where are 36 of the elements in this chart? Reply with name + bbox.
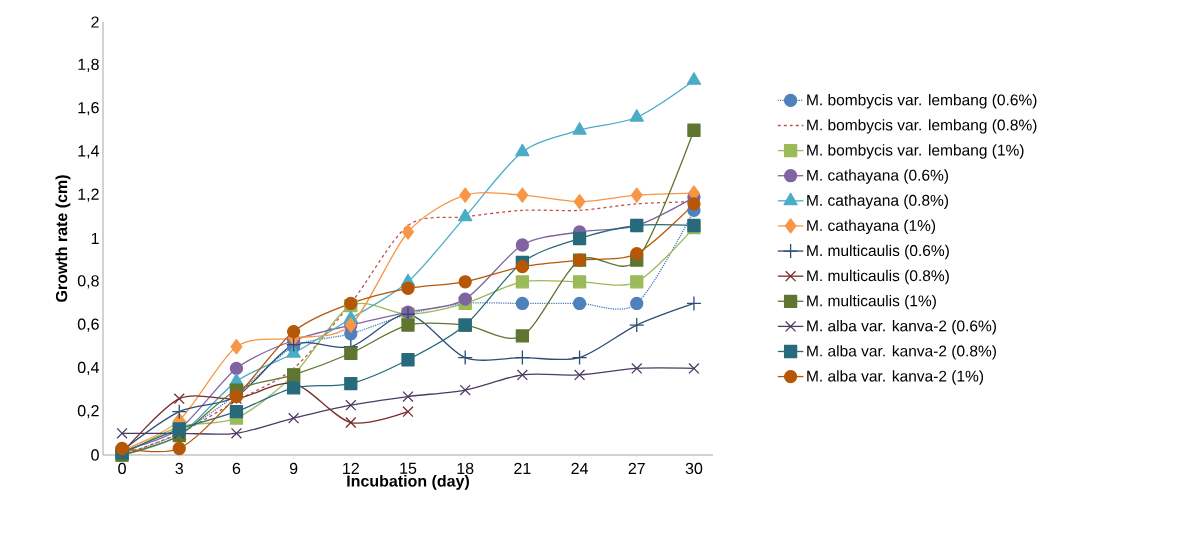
legend-label: M. multicaulis (0.8%) — [807, 269, 949, 285]
legend-label: M. cathayana (0.8%) — [807, 194, 949, 209]
y-tick-label: 0 — [91, 449, 99, 461]
y-tick-label: 0,8 — [77, 275, 99, 289]
x-tick-label: 27 — [628, 462, 645, 474]
y-tick-label: 1,6 — [78, 101, 99, 116]
x-tick-label: 30 — [685, 462, 703, 475]
y-tick-label: 0,6 — [77, 318, 99, 332]
x-tick-label: 6 — [232, 462, 241, 475]
y-tick-label: 2 — [91, 16, 99, 28]
legend-label: M. alba var. kanva-2 (1%) — [807, 370, 984, 385]
y-tick-label: 0,4 — [77, 361, 100, 376]
legend-label: M. bombycis var. lembang (0.8%) — [807, 119, 1037, 134]
x-tick-label: 0 — [118, 462, 126, 475]
y-tick-label: 1,2 — [78, 188, 99, 202]
legend-label: M. alba var. kanva-2 (0.6%) — [807, 320, 996, 335]
y-tick-label: 0,2 — [77, 405, 99, 419]
x-axis-title: Incubation (day) — [347, 474, 469, 490]
x-tick-label: 18 — [457, 462, 474, 475]
legend-label: M. multicaulis (1%) — [807, 294, 936, 310]
legend-label: M. bombycis var. lembang (0.6%) — [807, 94, 1037, 109]
y-axis-title: Growth rate (cm) — [55, 175, 71, 302]
legend-label: M. cathayana (0.6%) — [807, 169, 949, 184]
legend-label: M. cathayana (1%) — [807, 219, 936, 235]
y-tick-label: 1 — [91, 232, 99, 244]
legend-label: M. bombycis var. lembang (1%) — [807, 144, 1024, 159]
x-tick-label: 12 — [343, 462, 359, 474]
x-tick-label: 15 — [400, 462, 417, 474]
x-tick-label: 9 — [289, 462, 298, 475]
y-tick-label: 1,8 — [78, 58, 99, 72]
x-tick-label: 3 — [175, 462, 184, 475]
x-tick-label: 21 — [514, 462, 531, 474]
legend-label: M. multicaulis (0.6%) — [807, 244, 949, 260]
x-tick-label: 24 — [571, 462, 588, 474]
legend-label: M. alba var. kanva-2 (0.8%) — [807, 345, 996, 360]
y-tick-label: 1,4 — [78, 145, 100, 159]
